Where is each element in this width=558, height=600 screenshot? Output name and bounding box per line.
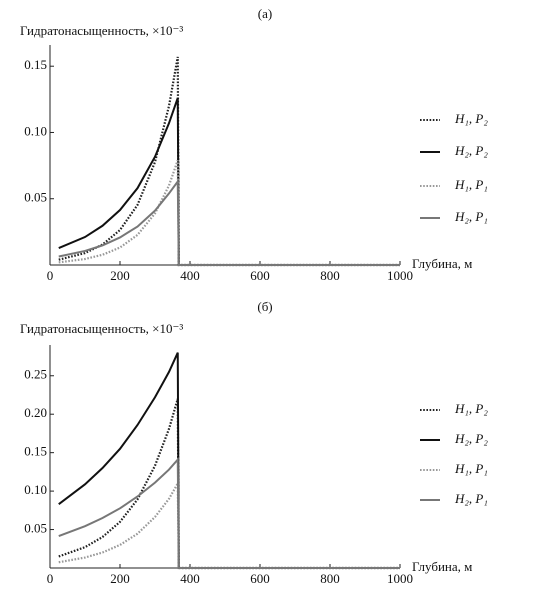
y-tick-label: 0.05: [24, 190, 47, 205]
x-tick-label: 1000: [387, 571, 413, 586]
x-tick-label: 0: [47, 571, 54, 586]
series-line: [58, 398, 400, 570]
panel-title: (а): [258, 6, 272, 21]
y-axis-label: Гидратонасыщенность, ×10⁻³: [20, 23, 183, 38]
series-line: [58, 97, 400, 266]
y-tick-label: 0.10: [24, 123, 47, 138]
y-tick-label: 0.15: [24, 444, 47, 459]
x-tick-label: 600: [250, 571, 270, 586]
x-tick-label: 200: [110, 268, 130, 283]
series-line: [58, 178, 400, 266]
legend-label: H₂, P₁: [454, 209, 488, 224]
legend-label: H₁, P₁: [454, 177, 488, 192]
series-line: [58, 479, 400, 570]
x-axis-label: Глубина, м: [412, 559, 472, 574]
panel-title: (б): [257, 299, 272, 314]
series-line: [58, 159, 400, 267]
y-tick-label: 0.10: [24, 482, 47, 497]
y-tick-label: 0.05: [24, 521, 47, 536]
x-tick-label: 1000: [387, 268, 413, 283]
series-line: [58, 352, 400, 569]
x-tick-label: 800: [320, 268, 340, 283]
x-tick-label: 400: [180, 571, 200, 586]
y-tick-label: 0.20: [24, 405, 47, 420]
x-tick-label: 600: [250, 268, 270, 283]
y-tick-label: 0.25: [24, 367, 47, 382]
legend-label: H₂, P₂: [454, 431, 488, 446]
series-line: [58, 56, 400, 267]
y-axis-label: Гидратонасыщенность, ×10⁻³: [20, 321, 183, 336]
legend-label: H₂, P₁: [454, 491, 488, 506]
legend-label: H₂, P₂: [454, 143, 488, 158]
legend-label: H₁, P₁: [454, 461, 488, 476]
legend-label: H₁, P₂: [454, 401, 488, 416]
x-axis-label: Глубина, м: [412, 256, 472, 271]
x-tick-label: 400: [180, 268, 200, 283]
series-line: [58, 456, 400, 569]
x-tick-label: 200: [110, 571, 130, 586]
x-tick-label: 800: [320, 571, 340, 586]
legend-label: H₁, P₂: [454, 111, 488, 126]
y-tick-label: 0.15: [24, 57, 47, 72]
x-tick-label: 0: [47, 268, 54, 283]
